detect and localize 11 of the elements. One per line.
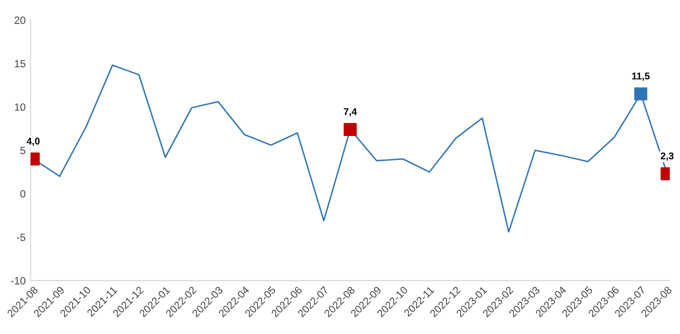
y-tick-label: 15 — [14, 60, 26, 68]
y-tick-label: 0 — [20, 190, 26, 198]
y-tick-label: 5 — [20, 146, 26, 154]
y-tick-label: -10 — [11, 277, 26, 284]
y-tick-label: 10 — [14, 103, 26, 111]
y-tick-label: -5 — [16, 234, 26, 242]
data-label: 2,3 — [660, 152, 674, 161]
y-tick-label: 20 — [14, 16, 26, 24]
data-label: 7,4 — [344, 108, 357, 116]
data-label: 11,5 — [632, 72, 650, 81]
data-label: 4,0 — [26, 138, 40, 146]
